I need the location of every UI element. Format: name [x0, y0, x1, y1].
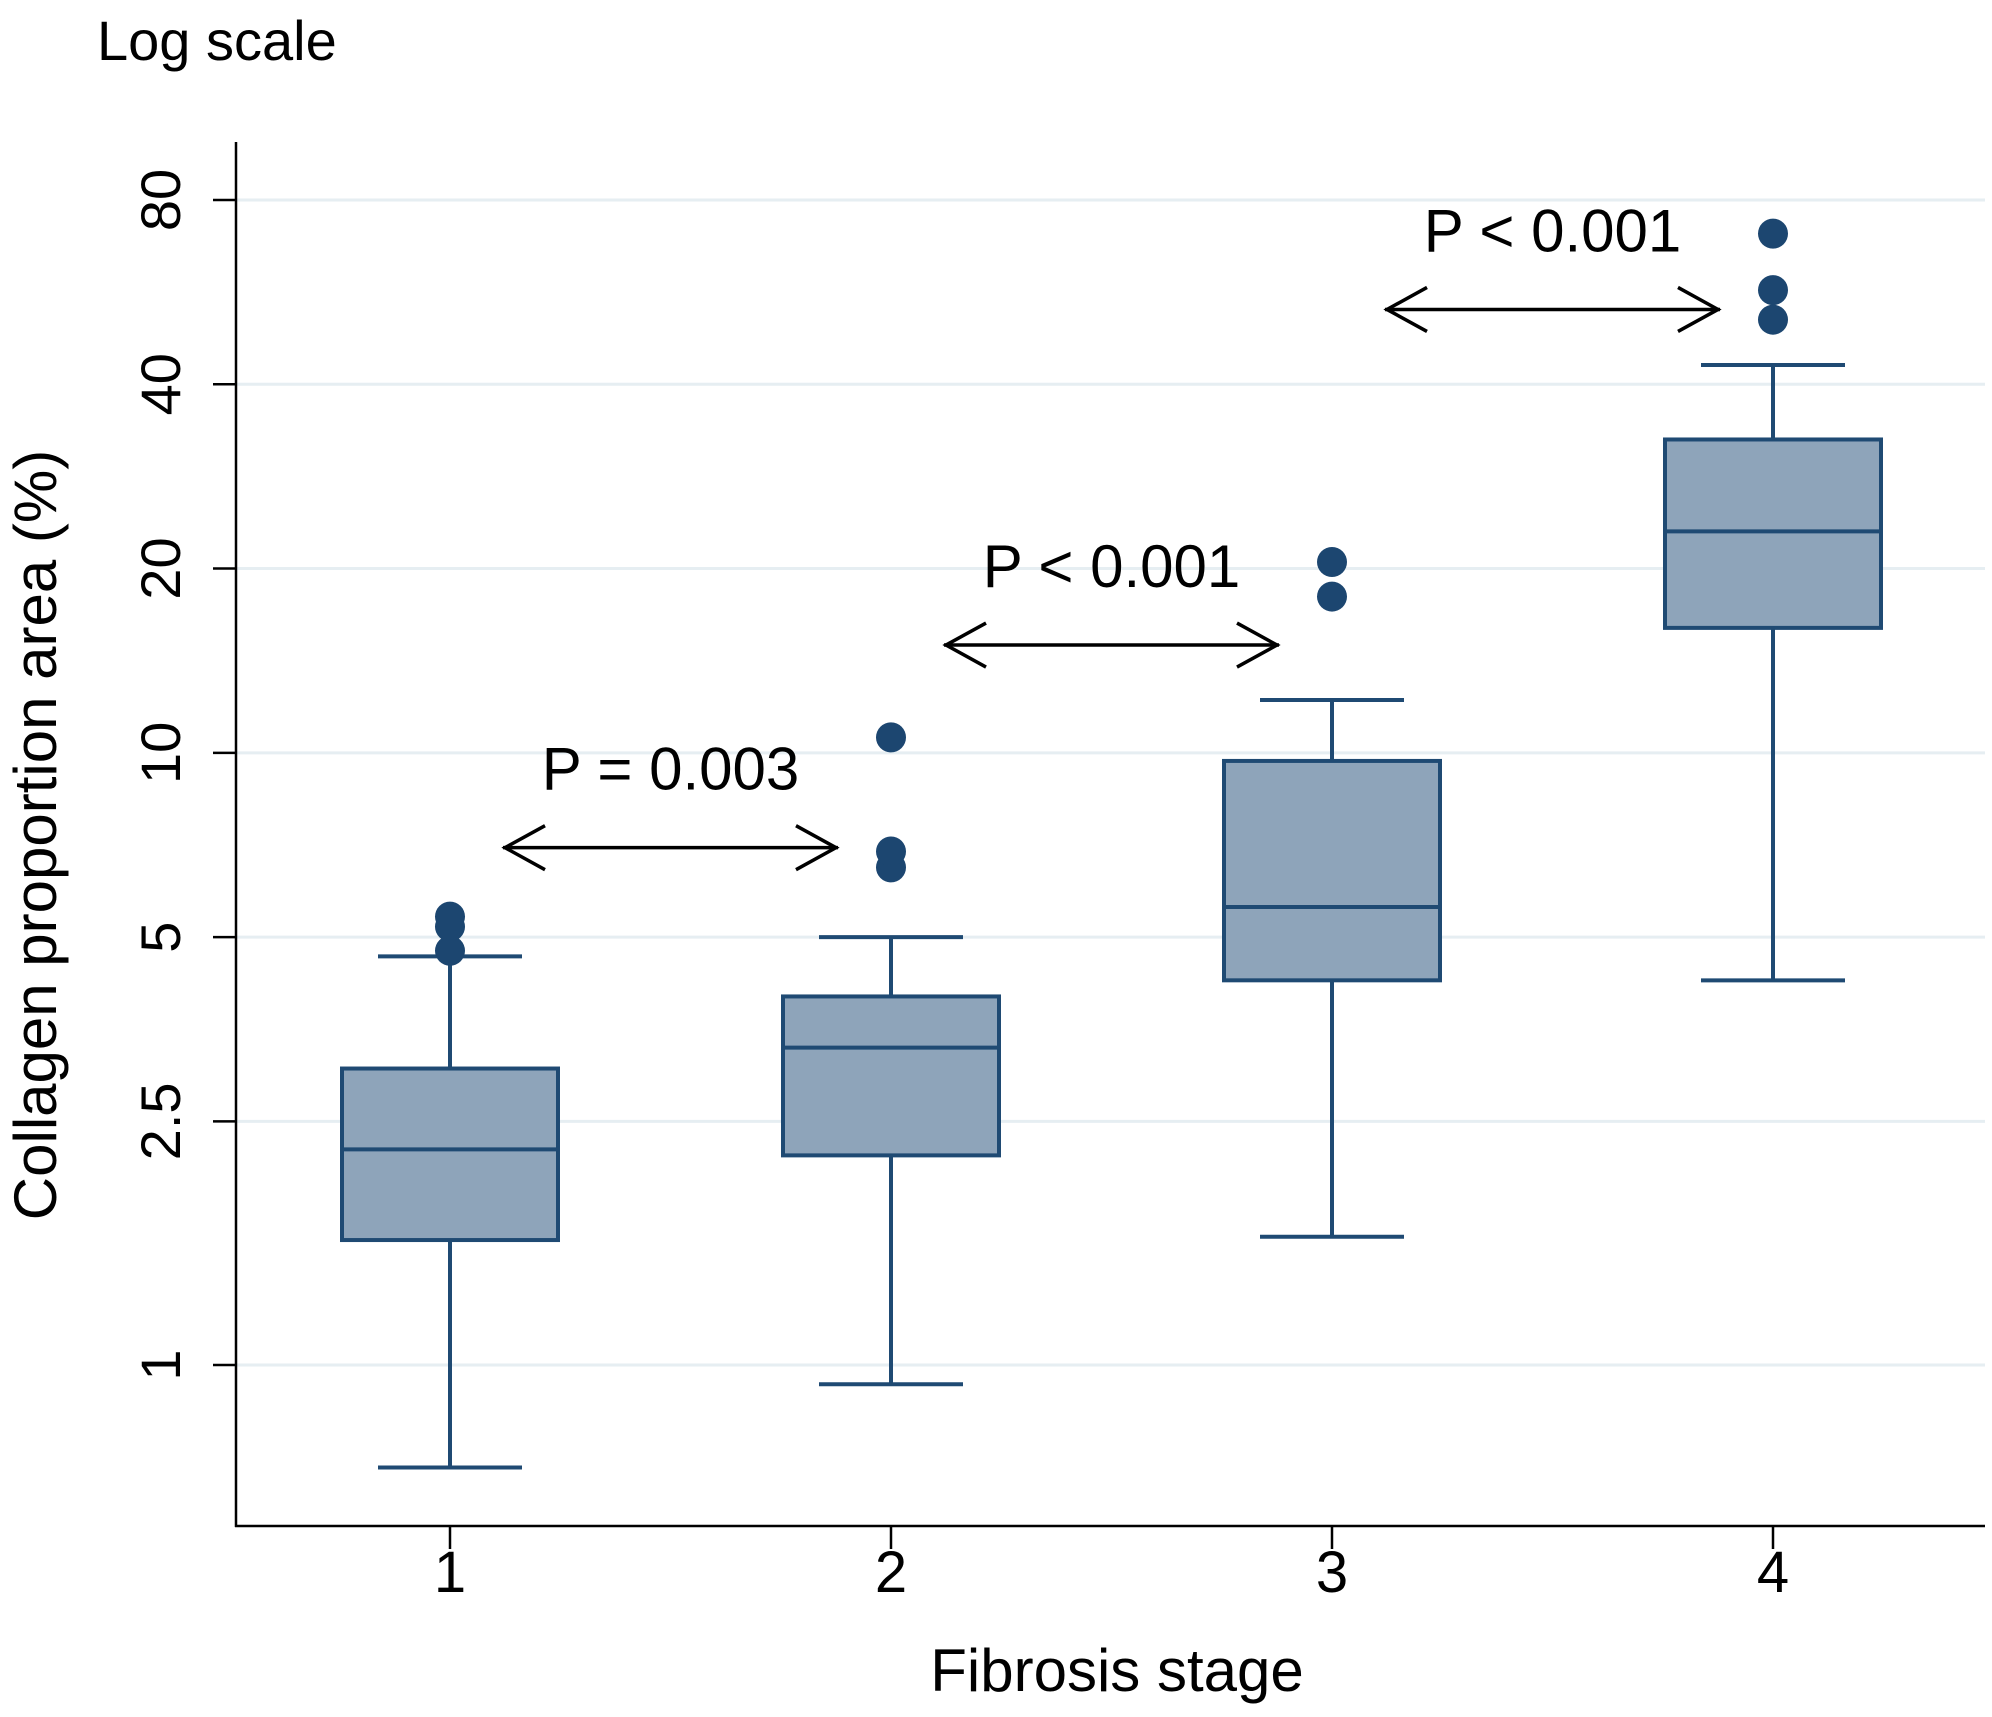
- comparison-arrowhead-right: [1677, 285, 1722, 333]
- y-tick-label: 80: [129, 169, 192, 231]
- x-tick-label: 1: [434, 1540, 466, 1605]
- scale-note: Log scale: [97, 9, 337, 72]
- box-series: [340, 218, 1883, 1470]
- iqr-box: [781, 994, 1001, 1158]
- comparison-arrowhead-right: [795, 824, 840, 872]
- outlier-point: [435, 901, 465, 932]
- outlier-point: [1758, 304, 1788, 335]
- tick-labels: 1 2.5 5 10 20 40 80 1 2 3 4: [129, 169, 1789, 1605]
- p-value-label: P = 0.003: [542, 736, 799, 803]
- comparison-arrowhead-left: [501, 824, 546, 872]
- outlier-point: [1758, 218, 1788, 249]
- comparison-annotations: P = 0.003 P < 0.001 P < 0.001: [501, 197, 1722, 872]
- iqr-box: [1663, 437, 1883, 630]
- axes: [234, 142, 1985, 1528]
- y-axis-title: Collagen proportion area (%): [2, 450, 69, 1220]
- outlier-point: [876, 836, 906, 867]
- p-value-label: P < 0.001: [1424, 197, 1681, 264]
- outlier-point: [1317, 581, 1347, 612]
- comparison-arrowhead-left: [1383, 285, 1428, 333]
- x-tick-label: 2: [875, 1540, 907, 1605]
- iqr-box: [1222, 758, 1442, 983]
- outlier-point: [1758, 275, 1788, 306]
- y-tick-label: 20: [129, 537, 192, 599]
- x-axis-title: Fibrosis stage: [930, 1637, 1303, 1704]
- x-tick-label: 3: [1316, 1540, 1348, 1605]
- x-tick-label: 4: [1757, 1540, 1789, 1605]
- y-tick-label: 10: [129, 722, 192, 784]
- comparison-arrowhead-left: [942, 621, 987, 669]
- outlier-point: [1317, 546, 1347, 577]
- outlier-point: [876, 722, 906, 753]
- outlier-point: [435, 935, 465, 966]
- y-tick-label: 2.5: [129, 1082, 192, 1160]
- y-tick-label: 40: [129, 353, 192, 415]
- y-tick-label: 5: [129, 922, 192, 953]
- iqr-box: [340, 1066, 560, 1243]
- y-tick-label: 1: [129, 1349, 192, 1380]
- comparison-arrowhead-right: [1236, 621, 1281, 669]
- p-value-label: P < 0.001: [983, 533, 1240, 600]
